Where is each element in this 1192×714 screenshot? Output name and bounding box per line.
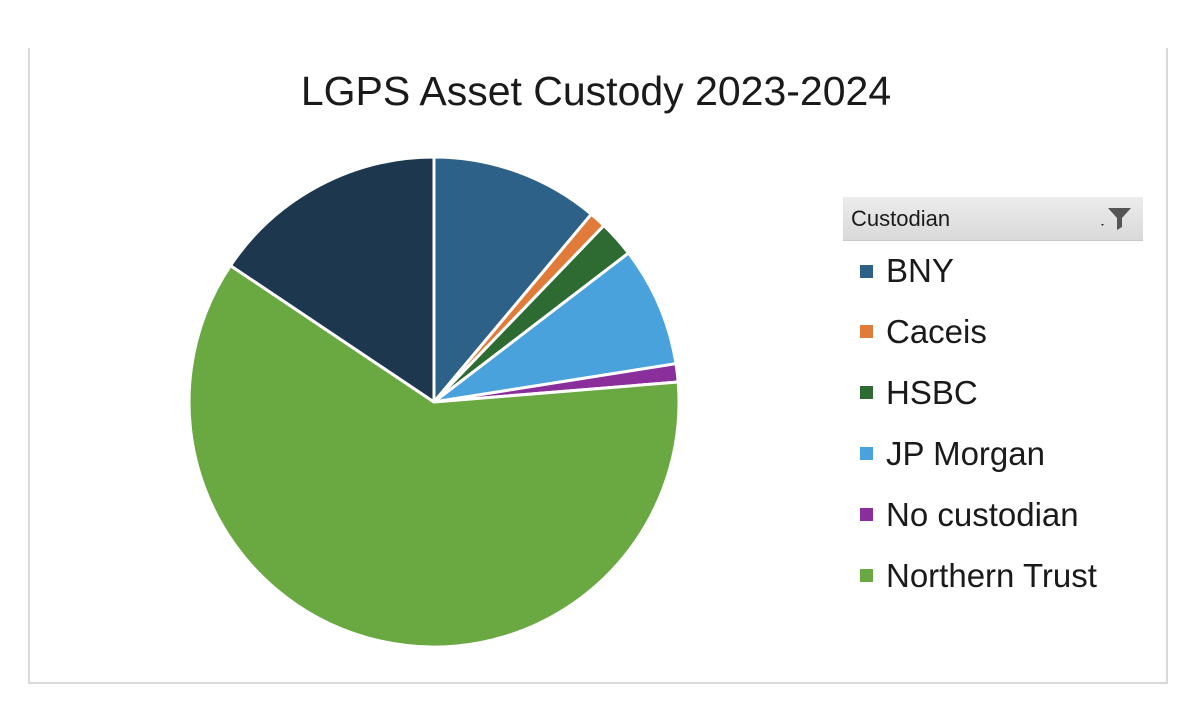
- legend-swatch: [860, 508, 873, 521]
- legend-label: Northern Trust: [886, 556, 1097, 594]
- legend-swatch: [860, 325, 873, 338]
- legend-label: HSBC: [886, 373, 978, 411]
- legend-list: BNY Caceis HSBC JP Morgan No custodian Northe…: [843, 241, 1143, 606]
- legend-item-bny[interactable]: BNY: [843, 241, 1143, 301]
- custodian-slicer[interactable]: Custodian BNY Caceis HSBC JP Morgan No custo…: [843, 197, 1143, 606]
- legend-item-no-custodian[interactable]: No custodian: [843, 484, 1143, 545]
- legend-label: Caceis: [886, 312, 987, 350]
- legend-label: BNY: [886, 252, 954, 289]
- legend-label: No custodian: [886, 495, 1079, 533]
- pie-slice-jp-morgan: [432, 251, 678, 404]
- chart-title: LGPS Asset Custody 2023-2024: [300, 68, 892, 114]
- slicer-title: Custodian: [851, 205, 951, 231]
- legend-swatch: [860, 386, 873, 399]
- legend-swatch: [860, 447, 873, 460]
- legend-item-hsbc[interactable]: HSBC: [843, 362, 1143, 423]
- filter-icon[interactable]: [1101, 207, 1133, 231]
- legend-label: JP Morgan: [886, 434, 1045, 472]
- pie-slice-northern-trust: [187, 264, 681, 649]
- legend-item-northern-trust[interactable]: Northern Trust: [843, 545, 1143, 606]
- pie-slice-bny: [432, 155, 593, 404]
- pie-slices: [187, 155, 681, 649]
- legend-swatch: [860, 264, 873, 278]
- legend-swatch: [860, 569, 873, 582]
- legend-item-jp-morgan[interactable]: JP Morgan: [843, 423, 1143, 484]
- pie-slice-unlabeled-6: [229, 155, 436, 404]
- slicer-header: Custodian: [843, 197, 1143, 241]
- legend-item-caceis[interactable]: Caceis: [843, 301, 1143, 362]
